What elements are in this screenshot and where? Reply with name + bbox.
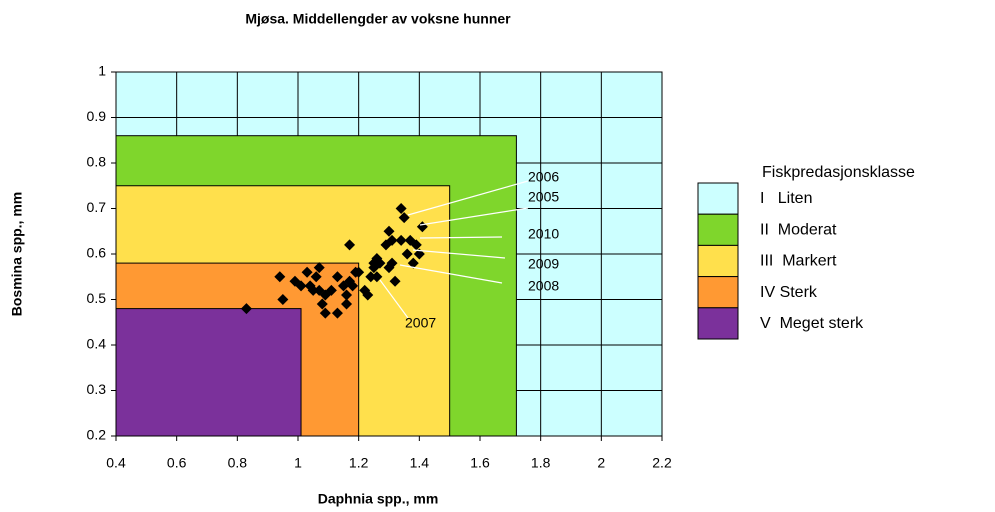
x-axis-label: Daphnia spp., mm (318, 491, 439, 507)
point (383, 225, 395, 237)
annotation: 2007 (405, 315, 436, 331)
x-tick-label: 2.2 (652, 455, 672, 471)
point (316, 298, 328, 310)
point (295, 280, 307, 292)
leader-line (419, 236, 503, 239)
point (395, 234, 407, 246)
point (395, 203, 407, 214)
leader-line (412, 249, 506, 259)
leader-line (399, 264, 503, 284)
x-tick-label: 1.6 (470, 455, 490, 471)
point (307, 284, 319, 296)
legend-swatch (697, 182, 739, 215)
x-tick-label: 0.6 (167, 455, 187, 471)
annotation: 2009 (528, 256, 559, 272)
y-tick-label: 0.3 (87, 381, 107, 397)
legend-label: III Markert (760, 253, 837, 270)
point (371, 253, 383, 265)
point (371, 271, 383, 283)
point (407, 257, 419, 269)
point (274, 271, 286, 283)
annotation: 2010 (528, 226, 559, 242)
point (331, 307, 343, 319)
point (362, 289, 374, 301)
point (353, 266, 365, 278)
legend-label: II Moderat (760, 221, 837, 238)
chart-title: Mjøsa. Middellengder av voksne hunner (245, 11, 511, 27)
point (240, 303, 252, 315)
annotation: 2005 (528, 189, 559, 205)
legend-label: V Meget sterk (760, 315, 864, 332)
y-tick-label: 0.6 (87, 245, 107, 261)
leader-line (379, 279, 409, 319)
point (386, 234, 398, 246)
legend-label: I Liten (760, 190, 812, 207)
x-tick-label: 1.4 (410, 455, 430, 471)
point (401, 248, 413, 260)
point (319, 307, 331, 319)
point (325, 284, 337, 296)
point (277, 294, 289, 305)
legend-swatch (697, 213, 739, 246)
point (341, 289, 353, 301)
leader-line (407, 180, 529, 216)
y-axis-label: Bosmina spp., mm (9, 192, 25, 316)
x-tick-label: 1 (294, 455, 302, 471)
point (331, 271, 343, 283)
point (383, 262, 395, 274)
point (301, 266, 313, 278)
point (389, 275, 401, 287)
legend-swatch (697, 244, 739, 278)
x-tick-label: 1.8 (531, 455, 551, 471)
region (115, 308, 302, 437)
point (341, 298, 353, 310)
annotation: 2008 (528, 278, 559, 294)
y-tick-label: 0.5 (87, 290, 107, 306)
point (410, 239, 422, 251)
x-tick-label: 2 (597, 455, 605, 471)
x-tick-label: 0.8 (228, 455, 248, 471)
legend-swatch (697, 307, 739, 340)
point (365, 271, 377, 283)
point (398, 212, 410, 224)
legend-swatch (697, 276, 739, 309)
point (313, 262, 325, 274)
y-tick-label: 0.8 (87, 154, 107, 170)
x-tick-label: 0.4 (106, 455, 126, 471)
annotation: 2006 (528, 169, 559, 185)
y-tick-label: 0.4 (87, 336, 107, 352)
y-tick-label: 0.2 (87, 427, 107, 443)
y-tick-label: 1 (98, 63, 106, 79)
point (344, 239, 356, 251)
y-tick-label: 0.9 (87, 108, 107, 124)
y-tick-label: 0.7 (87, 199, 107, 215)
point (310, 271, 322, 283)
legend-label: IV Sterk (760, 284, 818, 301)
x-tick-label: 1.2 (349, 455, 369, 471)
point (347, 280, 359, 292)
leader-line (419, 207, 529, 226)
legend-title: Fiskpredasjonsklasse (762, 164, 915, 181)
